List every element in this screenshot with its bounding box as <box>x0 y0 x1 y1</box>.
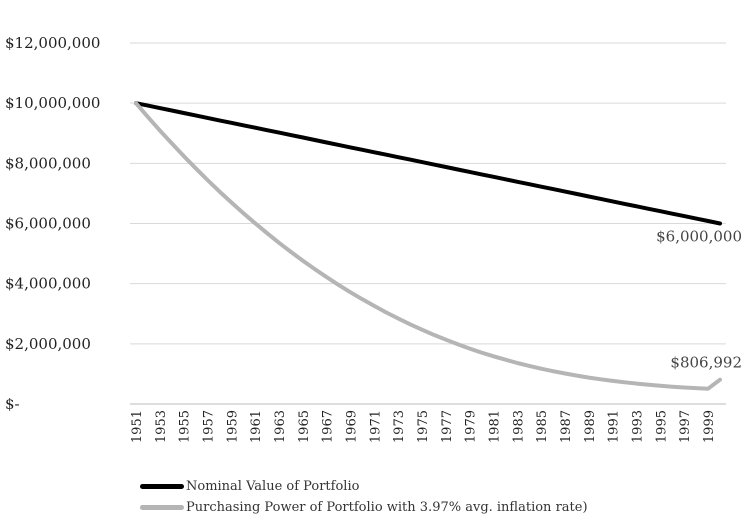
y-axis-ticks: $12,000,000 $10,000,000 $8,000,000 $6,000,0… <box>5 34 100 413</box>
legend-item-nominal: Nominal Value of Portfolio <box>140 476 588 497</box>
legend-swatch-nominal <box>140 484 184 489</box>
x-tick-label: 1955 <box>178 410 193 443</box>
x-tick-label: 1993 <box>631 410 646 443</box>
x-tick-label: 1979 <box>464 410 479 443</box>
x-tick-label: 1971 <box>368 410 383 443</box>
legend: Nominal Value of Portfolio Purchasing Po… <box>140 476 588 518</box>
x-tick-label: 1959 <box>225 410 240 443</box>
x-tick-label: 1991 <box>607 410 622 443</box>
y-tick-label: $8,000,000 <box>5 154 91 172</box>
x-tick-label: 1997 <box>678 410 693 443</box>
x-tick-label: 1977 <box>440 410 455 443</box>
data-labels: $6,000,000 $806,992 <box>656 228 742 372</box>
series-lines <box>134 101 722 391</box>
x-tick-label: 1983 <box>511 410 526 443</box>
line-chart: $12,000,000 $10,000,000 $8,000,000 $6,000,0… <box>5 34 742 443</box>
x-tick-label: 1969 <box>345 410 360 443</box>
legend-item-purchasing-power: Purchasing Power of Portfolio with 3.97%… <box>140 497 588 518</box>
legend-label-purchasing-power: Purchasing Power of Portfolio with 3.97%… <box>186 500 588 515</box>
x-tick-label: 1999 <box>702 410 717 443</box>
series-line-purchasing-power <box>134 101 722 391</box>
x-tick-label: 1989 <box>583 410 598 443</box>
y-tick-label: $2,000,000 <box>5 335 91 353</box>
x-tick-label: 1975 <box>416 410 431 443</box>
y-tick-label: $10,000,000 <box>5 94 100 112</box>
x-tick-label: 1985 <box>535 410 550 443</box>
x-tick-label: 1961 <box>249 410 264 443</box>
x-tick-label: 1987 <box>559 410 574 443</box>
x-tick-label: 1957 <box>202 410 217 443</box>
series-line-nominal <box>134 101 722 226</box>
x-tick-label: 1967 <box>321 410 336 443</box>
x-axis-ticks: 1951 1953 1955 1957 1959 1961 1963 1965 1967 1969… <box>130 410 717 443</box>
end-label-purchasing-power: $806,992 <box>670 354 742 372</box>
x-tick-label: 1981 <box>488 410 503 443</box>
x-tick-label: 1951 <box>130 410 145 443</box>
x-tick-label: 1965 <box>297 410 312 443</box>
y-tick-label: $4,000,000 <box>5 275 91 293</box>
y-tick-label: $12,000,000 <box>5 34 100 52</box>
x-tick-label: 1995 <box>654 410 669 443</box>
legend-label-nominal: Nominal Value of Portfolio <box>186 479 360 494</box>
y-tick-label: $- <box>5 395 20 413</box>
x-tick-label: 1973 <box>392 410 407 443</box>
legend-swatch-purchasing-power <box>140 505 184 510</box>
x-tick-label: 1963 <box>273 410 288 443</box>
x-tick-label: 1953 <box>154 410 169 443</box>
y-tick-label: $6,000,000 <box>5 215 91 233</box>
end-label-nominal: $6,000,000 <box>656 228 742 246</box>
